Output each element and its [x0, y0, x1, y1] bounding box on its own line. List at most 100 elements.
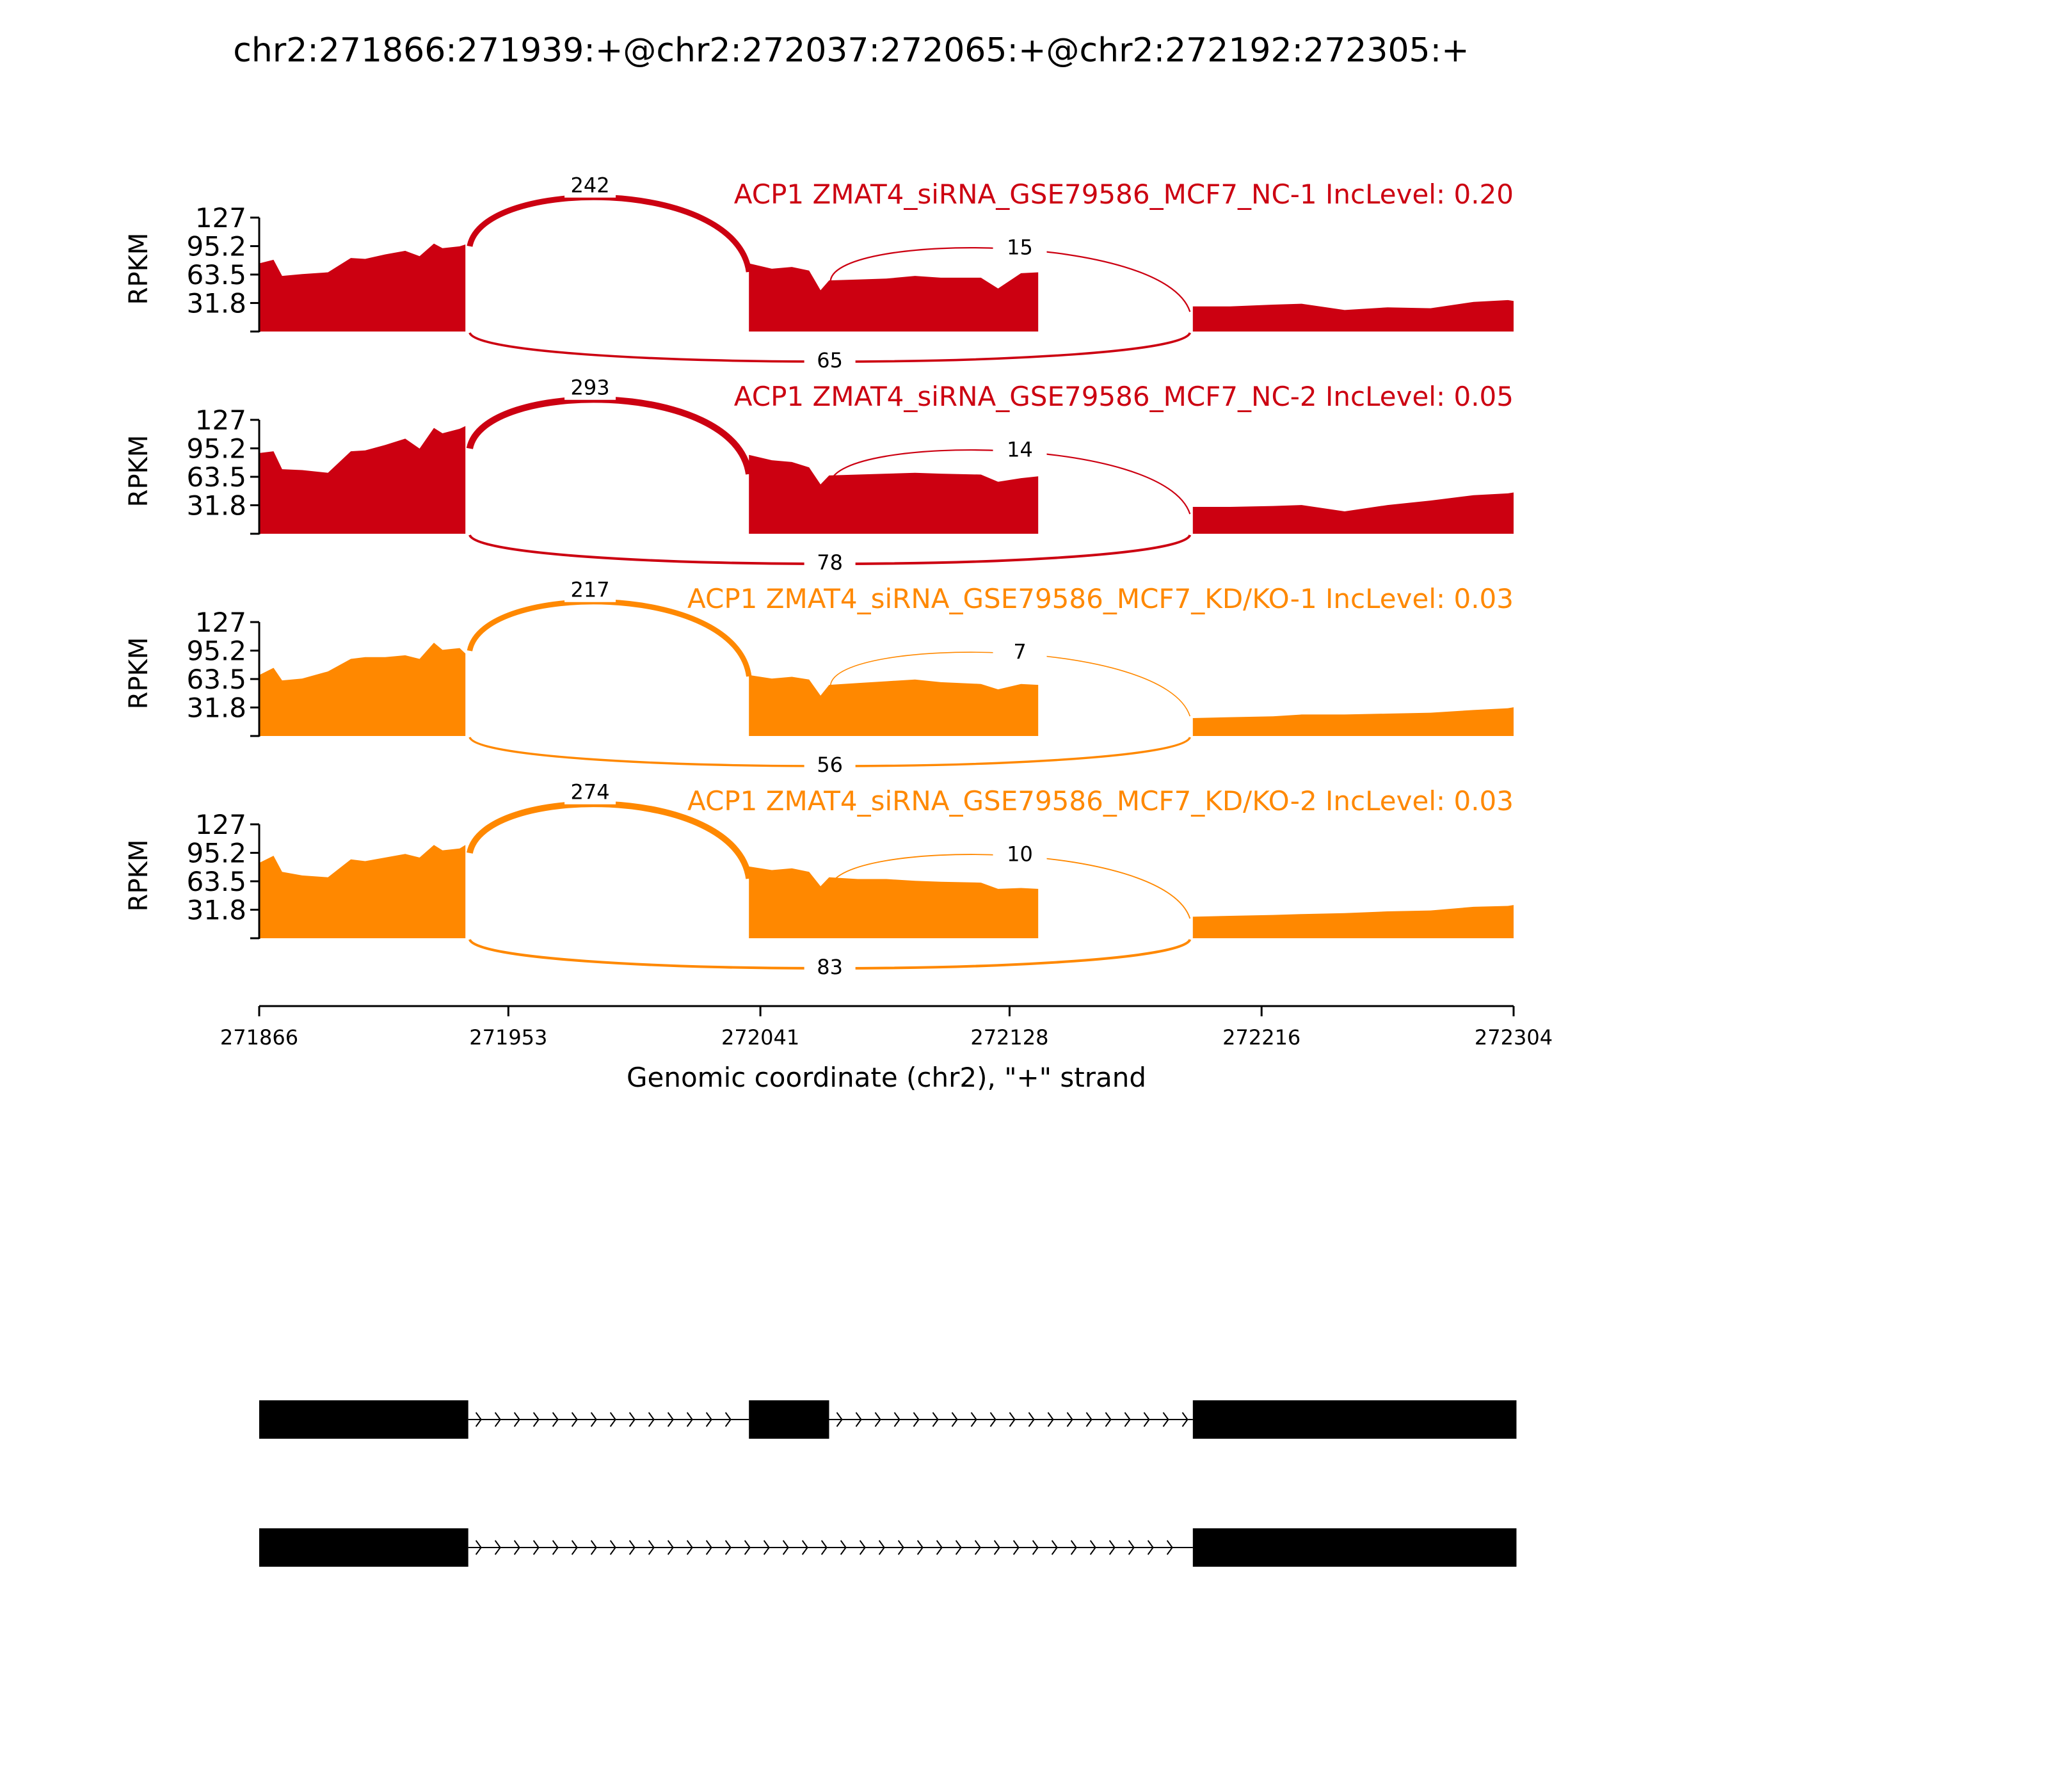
coverage-area — [749, 866, 1039, 938]
strand-arrow-icon — [571, 1540, 578, 1555]
junction-label-box — [804, 550, 856, 576]
strand-arrow-icon — [932, 1412, 939, 1427]
junction-label-box — [804, 955, 856, 980]
junction-label-box — [564, 172, 616, 198]
track-label: ACP1 ZMAT4_siRNA_GSE79586_MCF7_NC-2 IncL… — [734, 381, 1514, 412]
strand-arrow-icon — [893, 1412, 900, 1427]
x-tick-label: 271953 — [469, 1025, 547, 1050]
y-tick-label: 95.2 — [186, 433, 246, 465]
coverage-area — [259, 643, 466, 736]
strand-arrow-icon — [763, 1540, 770, 1555]
strand-arrow-icon — [686, 1412, 693, 1427]
strand-arrow-icon — [1147, 1540, 1154, 1555]
x-tick-label: 271866 — [220, 1025, 298, 1050]
x-axis: Genomic coordinate (chr2), "+" strand 27… — [220, 1005, 1553, 1093]
coverage-area — [749, 675, 1039, 736]
strand-arrow-icon — [744, 1540, 751, 1555]
strand-arrow-icon — [532, 1540, 540, 1555]
track-label: ACP1 ZMAT4_siRNA_GSE79586_MCF7_NC-1 IncL… — [734, 179, 1514, 210]
coverage-area — [259, 243, 466, 332]
strand-arrow-icon — [1181, 1412, 1188, 1427]
junction-arc — [467, 801, 753, 879]
junction-count-label: 7 — [1013, 639, 1026, 664]
strand-arrow-icon — [874, 1412, 881, 1427]
strand-arrow-icon — [552, 1412, 559, 1427]
coverage-area — [259, 845, 466, 938]
strand-arrow-icon — [705, 1540, 712, 1555]
x-tick-label: 272216 — [1222, 1025, 1300, 1050]
isoform-1 — [259, 1400, 1517, 1439]
coverage-area — [1192, 300, 1514, 332]
strand-arrow-icon — [1032, 1540, 1039, 1555]
strand-arrow-icon — [590, 1412, 597, 1427]
strand-arrow-icon — [993, 1540, 1000, 1555]
junction-count-label: 217 — [571, 578, 610, 602]
strand-arrow-icon — [936, 1540, 943, 1555]
junction-label-box — [993, 839, 1047, 874]
y-tick-label: 95.2 — [186, 838, 246, 869]
strand-arrow-icon — [859, 1540, 866, 1555]
junction-count-label: 15 — [1007, 235, 1033, 259]
y-axis-label: RPKM — [124, 233, 154, 305]
y-tick-label: 127 — [195, 809, 246, 840]
coverage-area — [1192, 492, 1514, 534]
strand-arrow-icon — [1012, 1540, 1020, 1555]
strand-arrow-icon — [836, 1412, 843, 1427]
y-tick-label: 95.2 — [186, 636, 246, 667]
x-axis-label: Genomic coordinate (chr2), "+" strand — [627, 1062, 1146, 1093]
strand-arrow-icon — [1070, 1540, 1077, 1555]
strand-arrow-icon — [705, 1412, 712, 1427]
track-label: ACP1 ZMAT4_siRNA_GSE79586_MCF7_KD/KO-2 I… — [687, 785, 1514, 817]
y-tick-label: 127 — [195, 404, 246, 436]
strand-arrow-icon — [913, 1412, 920, 1427]
coverage-area — [1192, 905, 1514, 938]
junction-label-box — [993, 637, 1047, 672]
strand-arrow-icon — [820, 1540, 828, 1555]
strand-arrow-icon — [1108, 1540, 1116, 1555]
strand-arrow-icon — [989, 1412, 996, 1427]
strand-arrow-icon — [897, 1540, 904, 1555]
y-axis-label: RPKM — [124, 637, 154, 710]
junction-label-box — [564, 576, 616, 602]
strand-arrow-icon — [609, 1412, 616, 1427]
strand-arrow-icon — [1085, 1412, 1092, 1427]
strand-arrow-icon — [494, 1540, 501, 1555]
strand-arrow-icon — [1143, 1412, 1150, 1427]
junction-label-box — [993, 435, 1047, 470]
strand-arrow-icon — [1047, 1412, 1054, 1427]
junction-count-label: 293 — [571, 376, 610, 400]
strand-arrow-icon — [1051, 1540, 1058, 1555]
coverage-area — [259, 426, 466, 534]
strand-arrow-icon — [1124, 1412, 1131, 1427]
strand-arrow-icon — [1128, 1540, 1135, 1555]
y-tick-label: 63.5 — [186, 461, 246, 493]
strand-arrow-icon — [494, 1412, 501, 1427]
junction-label-box — [564, 778, 616, 804]
strand-arrow-icon — [724, 1412, 732, 1427]
exon-block — [1192, 1400, 1517, 1439]
x-tick-label: 272041 — [721, 1025, 799, 1050]
strand-arrow-icon — [628, 1412, 636, 1427]
x-tick-label: 272304 — [1475, 1025, 1553, 1050]
strand-arrow-icon — [970, 1412, 977, 1427]
strand-arrow-icon — [667, 1540, 674, 1555]
exon-block — [259, 1400, 468, 1439]
coverage-area — [1192, 707, 1514, 736]
exon-block — [259, 1528, 468, 1567]
strand-arrow-icon — [855, 1412, 862, 1427]
strand-arrow-icon — [513, 1412, 520, 1427]
junction-label-box — [804, 753, 856, 778]
coverage-area — [749, 454, 1039, 534]
y-tick-label: 127 — [195, 202, 246, 234]
exon-block — [1192, 1528, 1517, 1567]
strand-arrow-icon — [916, 1540, 924, 1555]
junction-count-label: 10 — [1007, 842, 1033, 866]
junction-count-label: 274 — [571, 780, 610, 804]
y-tick-label: 63.5 — [186, 664, 246, 695]
strand-arrow-icon — [1105, 1412, 1112, 1427]
